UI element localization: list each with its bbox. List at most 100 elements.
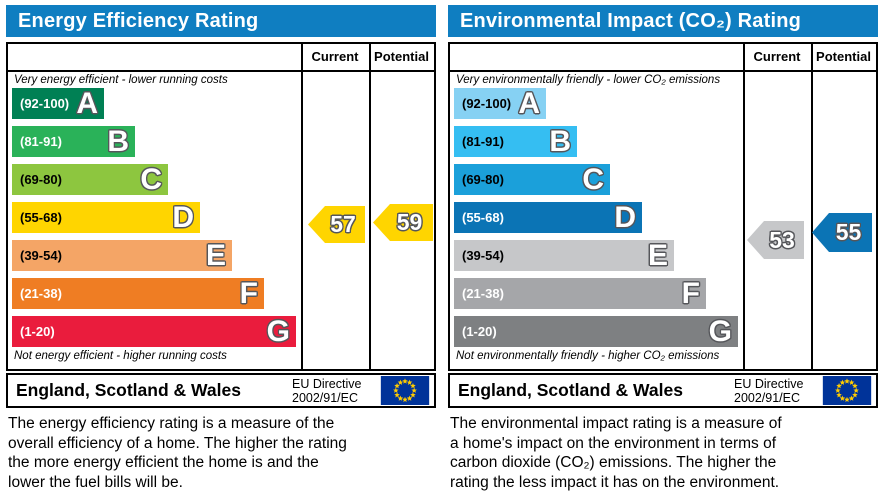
band-range: (92-100) xyxy=(20,96,70,111)
bottom-note: Not environmentally friendly - higher CO… xyxy=(456,350,720,362)
rating-bands: (92-100) A (81-91) B (69-80) C (55-68) D (39-54)… xyxy=(12,88,296,354)
band-letter: E xyxy=(205,239,226,272)
environmental-description-text: The environmental impact rating is a mea… xyxy=(450,414,878,492)
band-letter: G xyxy=(708,315,732,348)
current-arrow-shape xyxy=(747,221,804,259)
current-rating-value: 53 xyxy=(769,226,795,253)
potential-arrow-shape xyxy=(373,204,433,241)
bottom-note: Not energy efficient - higher running co… xyxy=(14,350,227,362)
band-range: (55-68) xyxy=(20,210,62,225)
eu-directive-line2: 2002/91/EC xyxy=(734,390,801,405)
band-range: (1-20) xyxy=(20,324,55,339)
column-divider xyxy=(369,44,371,369)
band-e: (39-54) E xyxy=(12,240,232,271)
description-line: carbon dioxide (CO₂) emissions. The high… xyxy=(450,454,777,471)
potential-column-header: Potential xyxy=(816,49,871,64)
eu-directive-label: EU Directive 2002/91/EC xyxy=(292,377,380,405)
band-range: (92-100) xyxy=(462,96,512,111)
band-letter: E xyxy=(647,239,668,272)
band-a: (92-100) A xyxy=(12,88,104,119)
current-column-header: Current xyxy=(311,49,359,64)
eu-flag-icon xyxy=(380,376,430,405)
description-line: The energy efficiency rating is a measur… xyxy=(8,415,335,432)
band-b: (81-91) B xyxy=(12,126,135,157)
band-e: (39-54) E xyxy=(454,240,674,271)
band-d: (55-68) D xyxy=(12,202,200,233)
band-letter: D xyxy=(614,201,636,234)
band-range: (69-80) xyxy=(462,172,504,187)
current-column-header: Current xyxy=(753,49,801,64)
region-label: England, Scotland & Wales xyxy=(16,380,241,400)
potential-rating-arrow: 55 xyxy=(812,213,872,252)
panel-title: Environmental Impact (CO₂) Rating xyxy=(460,9,802,32)
eu-flag-icon xyxy=(822,376,872,405)
current-rating-value: 57 xyxy=(330,211,356,237)
band-g: (1-20) G xyxy=(12,316,296,347)
band-letter: B xyxy=(549,125,571,158)
potential-column-header: Potential xyxy=(374,49,429,64)
band-c: (69-80) C xyxy=(454,164,610,195)
eu-flag-svg xyxy=(380,376,430,405)
current-arrow-shape xyxy=(308,206,365,243)
band-range: (81-91) xyxy=(462,134,504,149)
description-line: lower the fuel bills will be. xyxy=(8,473,183,491)
description-line: overall efficiency of a home. The higher… xyxy=(8,434,347,452)
band-range: (69-80) xyxy=(20,172,62,187)
band-b: (81-91) B xyxy=(454,126,577,157)
potential-rating-value: 59 xyxy=(396,209,423,235)
rating-bands: (92-100) A (81-91) B (69-80) C (55-68) D (39-54)… xyxy=(454,88,738,354)
energy-description-text: The energy efficiency rating is a measur… xyxy=(8,414,436,492)
region-label: England, Scotland & Wales xyxy=(458,380,683,400)
table-header-row xyxy=(450,44,876,72)
footer: England, Scotland & Wales EU Directive 2… xyxy=(6,373,436,408)
band-letter: G xyxy=(266,315,290,348)
energy-efficiency-panel: Energy Efficiency Rating Current Potenti… xyxy=(6,0,436,493)
environmental-impact-panel: Environmental Impact (CO₂) Rating Curren… xyxy=(448,0,878,493)
eu-directive-line1: EU Directive xyxy=(734,376,804,391)
band-d: (55-68) D xyxy=(454,202,642,233)
description-line: the more energy efficient the home is an… xyxy=(8,454,319,471)
band-range: (55-68) xyxy=(462,210,504,225)
band-letter: C xyxy=(140,163,162,196)
environmental-panel-title-bar: Environmental Impact (CO₂) Rating xyxy=(448,5,878,37)
band-c: (69-80) C xyxy=(12,164,168,195)
top-note: Very energy efficient - lower running co… xyxy=(14,74,228,86)
energy-panel-title-bar: Energy Efficiency Rating xyxy=(6,5,436,37)
environmental-rating-table: Current Potential Very environmentally f… xyxy=(448,42,878,371)
description-line: a home's impact on the environment in te… xyxy=(450,434,777,452)
eu-directive-line2: 2002/91/EC xyxy=(292,390,359,405)
current-rating-arrow: 53 xyxy=(747,221,804,259)
band-range: (81-91) xyxy=(20,134,62,149)
potential-rating-arrow: 59 xyxy=(373,204,433,241)
panel-title: Energy Efficiency Rating xyxy=(18,9,259,32)
band-letter: B xyxy=(107,125,129,158)
band-range: (39-54) xyxy=(462,248,504,263)
band-letter: D xyxy=(172,201,194,234)
description-line: The environmental impact rating is a mea… xyxy=(450,415,782,432)
column-divider xyxy=(301,44,303,369)
band-range: (21-38) xyxy=(462,286,504,301)
footer: England, Scotland & Wales EU Directive 2… xyxy=(448,373,878,408)
potential-rating-value: 55 xyxy=(835,219,862,245)
eu-directive-line1: EU Directive xyxy=(292,376,362,391)
band-f: (21-38) F xyxy=(454,278,706,309)
band-a: (92-100) A xyxy=(454,88,546,119)
energy-rating-table: Current Potential Very energy efficient … xyxy=(6,42,436,371)
band-letter: A xyxy=(76,87,98,120)
band-letter: A xyxy=(518,87,540,120)
potential-arrow-shape xyxy=(812,213,872,252)
band-letter: F xyxy=(239,277,258,310)
current-rating-arrow: 57 xyxy=(308,206,365,243)
band-g: (1-20) G xyxy=(454,316,738,347)
band-letter: C xyxy=(582,163,604,196)
column-divider xyxy=(811,44,813,369)
top-note: Very environmentally friendly - lower CO… xyxy=(456,74,721,86)
column-divider xyxy=(743,44,745,369)
table-header-row xyxy=(8,44,434,72)
band-range: (21-38) xyxy=(20,286,62,301)
eu-directive-label: EU Directive 2002/91/EC xyxy=(734,377,822,405)
eu-flag-svg xyxy=(822,376,872,405)
band-letter: F xyxy=(681,277,700,310)
band-range: (1-20) xyxy=(462,324,497,339)
